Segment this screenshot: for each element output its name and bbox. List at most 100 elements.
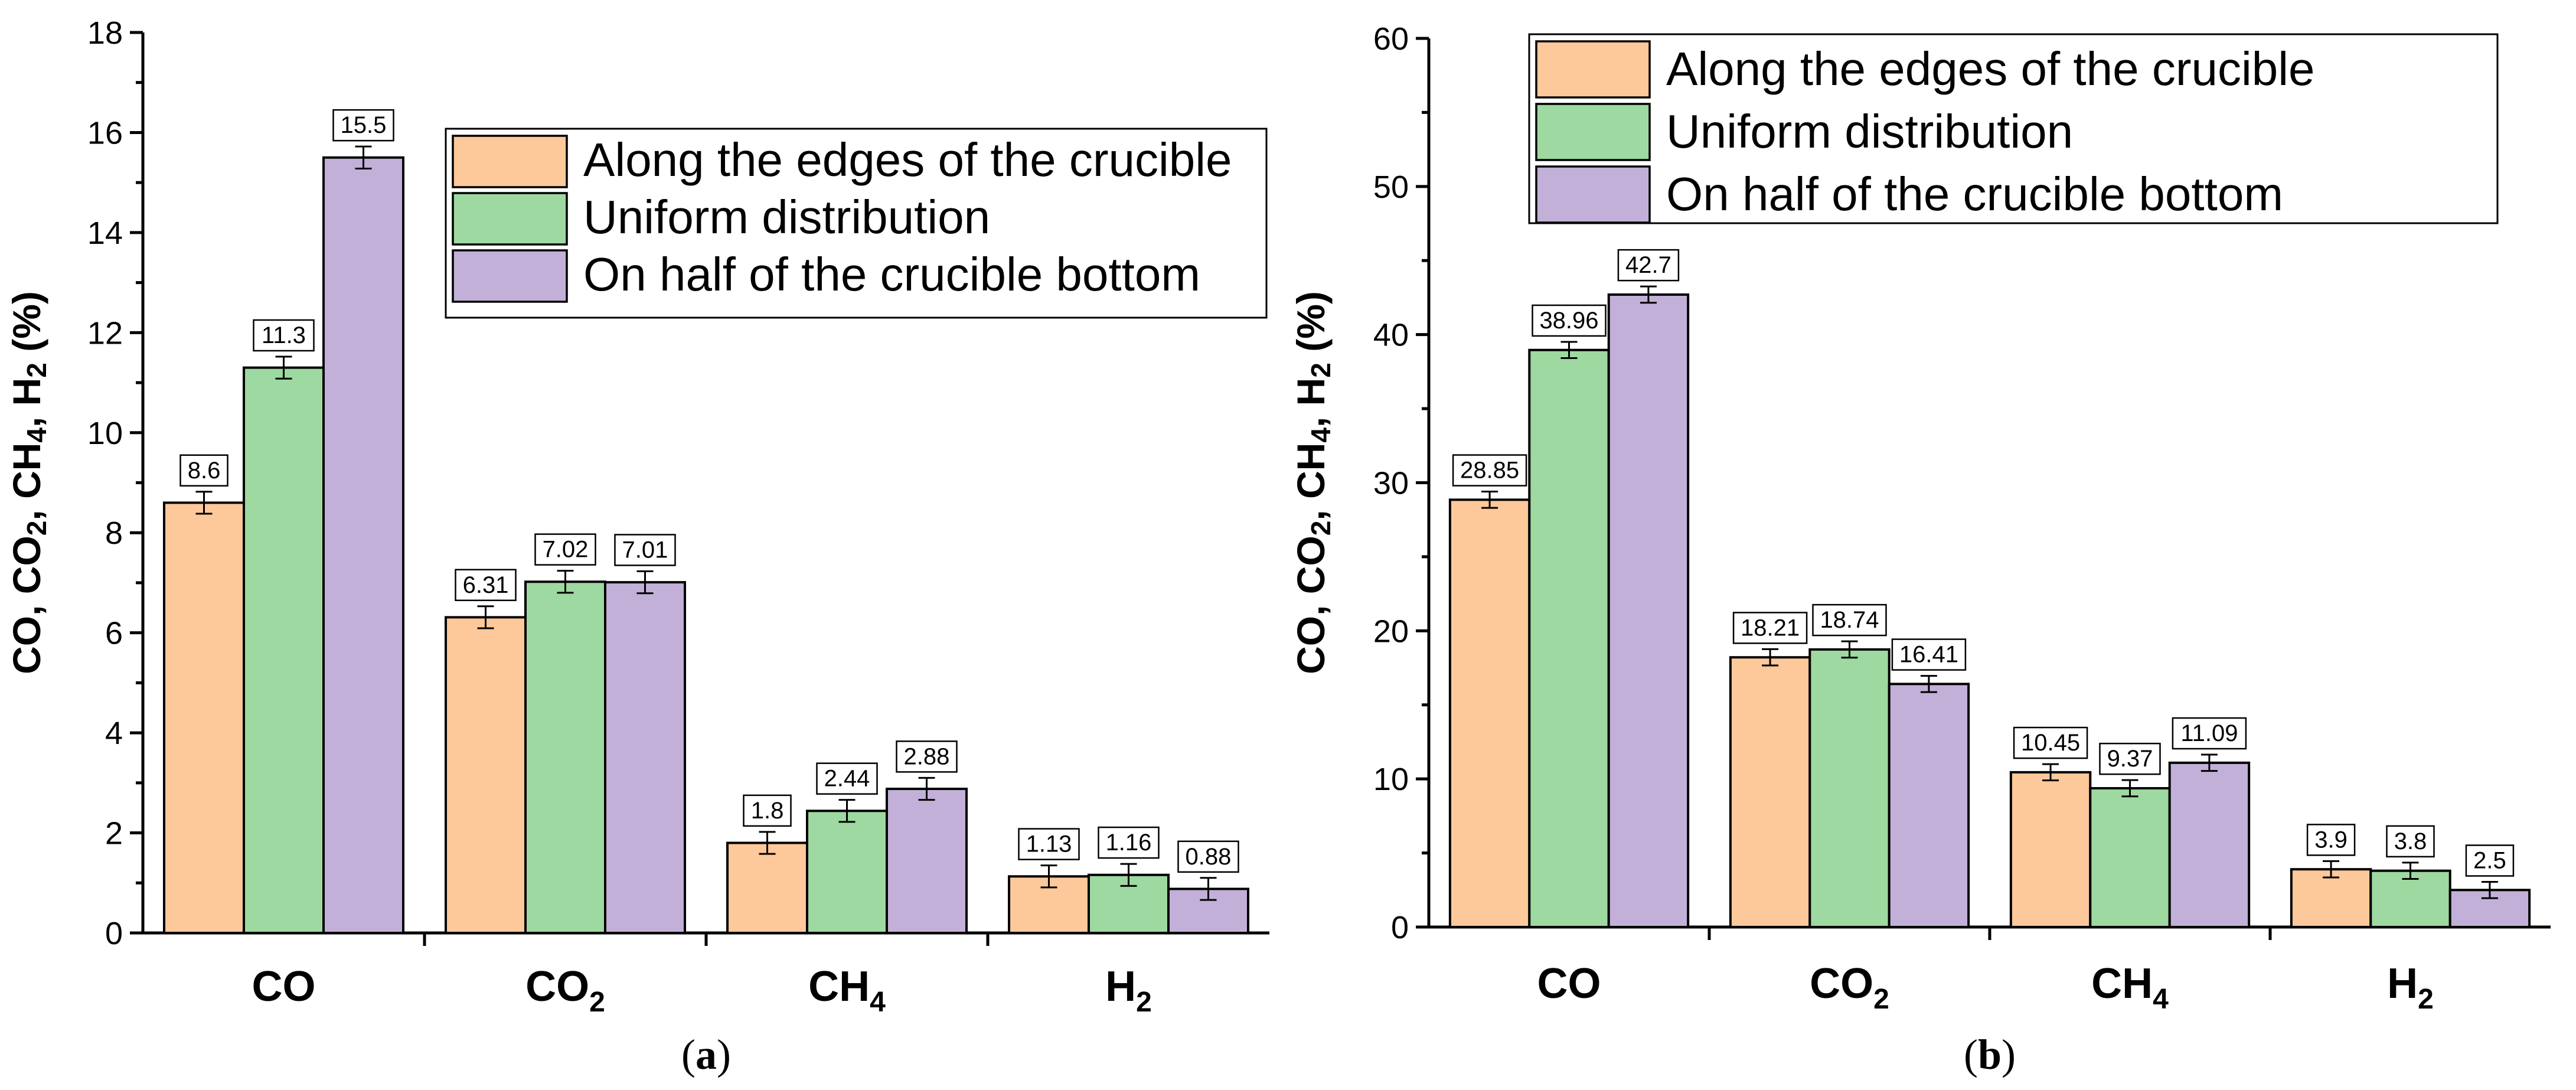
data-label: 0.88 xyxy=(1186,844,1232,870)
data-label-box xyxy=(1812,603,1887,637)
chart-panel-a: 0 2 4 6 8 10 12 14 16 18 CO, CO2, CH4, H2 (%) CO CO2… xyxy=(5,15,1269,1078)
data-label: 7.02 xyxy=(543,537,589,563)
bar-on-half-of-the-crucible-bottom-2 xyxy=(1888,683,1970,928)
legend-label: On half of the crucible bottom xyxy=(583,248,1200,301)
panel-label: (b) xyxy=(1964,1031,2016,1078)
bar-uniform-distribution-4 xyxy=(2369,869,2451,929)
x-category-label: H2 xyxy=(2387,960,2434,1015)
data-label-box xyxy=(2465,844,2515,877)
bar-uniform-distribution-3 xyxy=(2089,787,2171,928)
data-label: 3.8 xyxy=(2394,828,2427,854)
y-tick-label: 16 xyxy=(87,115,123,151)
data-label-box xyxy=(614,534,676,566)
data-label-box xyxy=(743,794,792,827)
x-category-label: H2 xyxy=(1105,963,1152,1018)
data-label-box xyxy=(1452,454,1527,487)
x-category-label: CO2 xyxy=(525,963,605,1018)
data-label: 11.3 xyxy=(262,322,306,348)
x-category-label: CO xyxy=(252,963,316,1010)
y-tick-label: 0 xyxy=(1391,910,1409,945)
bar-uniform-distribution-3 xyxy=(806,810,888,935)
y-tick-label: 30 xyxy=(1373,466,1409,501)
data-label-box xyxy=(1018,828,1080,860)
data-label-box xyxy=(2099,742,2161,775)
bar-on-half-of-the-crucible-bottom-2 xyxy=(603,581,686,934)
data-label-box xyxy=(816,762,878,795)
data-label: 2.5 xyxy=(2473,847,2506,873)
data-label: 2.88 xyxy=(904,743,950,769)
legend-swatch-uniform-distribution xyxy=(1535,103,1651,161)
bar-uniform-distribution-1 xyxy=(243,366,325,934)
data-label-box xyxy=(179,454,228,487)
data-label-box xyxy=(253,319,315,352)
legend-label: Along the edges of the crucible xyxy=(583,133,1232,186)
y-tick-label: 60 xyxy=(1373,21,1409,57)
legend-label: Uniform distribution xyxy=(583,191,990,243)
y-tick-label: 20 xyxy=(1373,613,1409,649)
bar-on-half-of-the-crucible-bottom-1 xyxy=(1607,293,1690,929)
data-label: 7.01 xyxy=(622,537,668,563)
legend-label: On half of the crucible bottom xyxy=(1666,168,2283,220)
data-label-box xyxy=(1098,826,1160,859)
data-label: 18.74 xyxy=(1820,607,1879,633)
data-label-box xyxy=(534,533,596,566)
y-axis-label: CO, CO2, CH4, H2 (%) xyxy=(1289,291,1336,674)
y-tick-label: 6 xyxy=(105,616,123,651)
legend xyxy=(1528,33,2499,224)
legend-label: Uniform distribution xyxy=(1666,105,2073,158)
data-label-box xyxy=(332,109,394,142)
y-tick-label: 2 xyxy=(105,816,123,851)
y-tick-label: 8 xyxy=(105,515,123,551)
x-category-label: CH4 xyxy=(808,963,886,1018)
data-label-box xyxy=(2306,824,2356,856)
bar-on-half-of-the-crucible-bottom-1 xyxy=(322,156,404,934)
data-label: 2.44 xyxy=(824,766,870,792)
data-label-box xyxy=(1891,638,1967,671)
data-label: 42.7 xyxy=(1625,252,1671,278)
data-label: 15.5 xyxy=(341,112,387,138)
bar-along-the-edges-of-the-crucible-3 xyxy=(726,841,809,934)
legend-swatch-on-half-of-the-crucible-bottom xyxy=(452,249,568,303)
legend-label: Along the edges of the crucible xyxy=(1666,43,2315,95)
bar-on-half-of-the-crucible-bottom-3 xyxy=(2168,761,2251,928)
data-label-box xyxy=(1732,612,1808,644)
y-tick-label: 14 xyxy=(87,216,123,251)
bar-along-the-edges-of-the-crucible-1 xyxy=(163,501,246,934)
data-label-box xyxy=(1617,249,1680,282)
data-label: 18.21 xyxy=(1741,615,1800,641)
data-label: 10.45 xyxy=(2021,730,2080,756)
data-label: 9.37 xyxy=(2107,746,2153,772)
data-label-box xyxy=(2386,825,2435,858)
bar-along-the-edges-of-the-crucible-2 xyxy=(1729,656,1811,929)
data-label: 1.16 xyxy=(1106,830,1152,856)
data-label-box xyxy=(2013,726,2088,759)
y-tick-label: 12 xyxy=(87,315,123,351)
y-tick-label: 40 xyxy=(1373,318,1409,353)
data-label: 16.41 xyxy=(1899,642,1958,668)
data-label: 8.6 xyxy=(188,458,221,484)
y-tick-label: 18 xyxy=(87,15,123,51)
legend xyxy=(445,128,1268,319)
bar-uniform-distribution-1 xyxy=(1528,348,1610,928)
data-label-box xyxy=(896,740,958,773)
data-label-box xyxy=(1532,304,1607,337)
data-label: 38.96 xyxy=(1539,308,1598,334)
data-label-box xyxy=(2172,717,2247,750)
data-label: 1.13 xyxy=(1026,831,1072,857)
data-label: 11.09 xyxy=(2180,720,2238,746)
legend-swatch-along-the-edges-of-the-crucible xyxy=(452,135,568,188)
data-label-box xyxy=(1177,840,1239,873)
bar-on-half-of-the-crucible-bottom-3 xyxy=(885,788,968,934)
panel-label: (a) xyxy=(681,1031,731,1078)
x-category-label: CO xyxy=(1537,960,1601,1007)
data-label: 1.8 xyxy=(751,798,784,824)
x-category-label: CH4 xyxy=(2091,960,2169,1015)
y-tick-label: 50 xyxy=(1373,169,1409,205)
data-label-box xyxy=(455,569,517,602)
legend-swatch-on-half-of-the-crucible-bottom xyxy=(1535,165,1651,224)
x-category-label: CO2 xyxy=(1810,960,1889,1015)
y-tick-label: 10 xyxy=(87,416,123,451)
bar-along-the-edges-of-the-crucible-1 xyxy=(1448,498,1531,928)
data-label: 28.85 xyxy=(1460,458,1519,484)
